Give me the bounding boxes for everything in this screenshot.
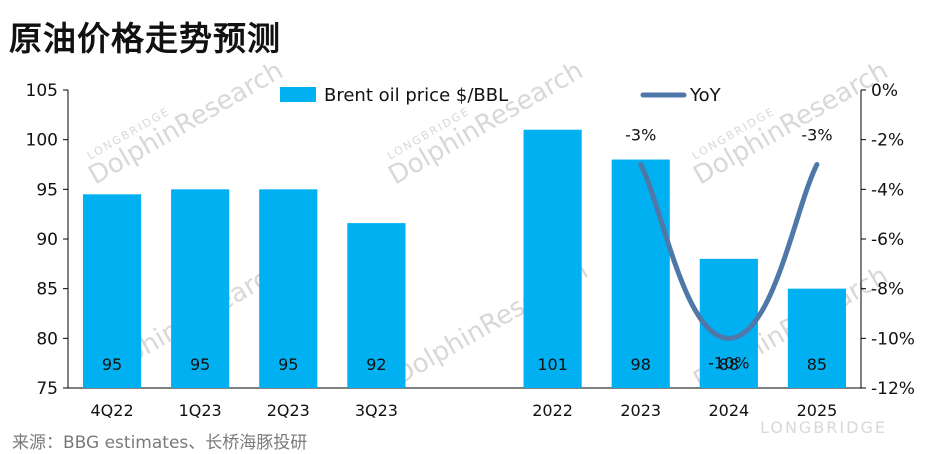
y-right-tick-label: -2% [871,131,904,151]
y-right-tick-label: -8% [871,280,904,300]
y-left-tick-label: 75 [36,379,58,399]
bar-1Q23 [171,189,230,388]
x-tick-label: 2023 [620,401,661,420]
legend-label-line: YoY [689,85,722,106]
bar-value-label: 95 [278,355,298,374]
y-right-tick-label: -6% [871,230,904,250]
labels-group: 95 95 95 92 101 98 88 85 -3% -10% -3% [102,126,833,375]
yoy-line-group [638,162,820,341]
y-left-tick-label: 85 [36,280,58,300]
x-tick-label: 1Q23 [179,401,222,420]
bar-2022 [523,129,582,388]
y-right-tick-label: -12% [871,379,915,399]
legend-swatch-bar [280,87,316,102]
x-tick-label: 2Q23 [267,401,310,420]
x-tick-label: 4Q22 [90,401,133,420]
yoy-value-label: -10% [708,353,749,372]
legend-group: Brent oil price $/BBL YoY [280,85,722,106]
x-tick-label: 3Q23 [355,401,398,420]
bar-2025 [787,288,847,388]
legend-label-bar: Brent oil price $/BBL [324,85,508,106]
source-note: 来源：BBG estimates、长桥海豚投研 [12,433,308,453]
bar-value-label: 95 [102,355,122,374]
watermark-text-1: DolphinResearch [84,56,289,192]
page-title: 原油价格走势预测 [9,19,281,58]
bar-2023 [611,159,670,388]
bar-value-label: 98 [631,355,651,374]
bar-2024 [699,258,758,388]
bar-value-label: 92 [366,355,386,374]
bar-3Q23 [347,223,406,388]
y-right-tick-label: -4% [871,180,904,200]
bar-value-label: 88 [719,355,739,374]
x-tick-label: 2022 [532,401,573,420]
bars-group [82,129,847,388]
y-right-tick-label: -10% [871,329,915,349]
yoy-value-label: -3% [625,126,656,145]
bar-value-label: 101 [537,355,568,374]
x-tick-label: 2024 [708,401,749,420]
x-tick-label: 2025 [797,401,838,420]
bar-value-label: 85 [807,355,827,374]
y-left-tick-label: 90 [36,230,58,250]
y-left-tick-label: 100 [26,131,58,151]
y-left-tick-label: 80 [36,329,58,349]
y-right-tick-label: 0% [871,81,898,101]
watermark-text-3: DolphinResearch [689,56,894,192]
bar-4Q22 [82,194,142,388]
y-left-tick-label: 105 [26,81,58,101]
bar-value-label: 95 [190,355,210,374]
axes-group: 105 100 95 90 85 80 75 0% -2% -4% -6% -8% -10% -12% 4Q… [26,81,915,420]
watermark-logo: LONGBRIDGE [760,418,887,437]
y-left-tick-label: 95 [36,180,58,200]
yoy-value-label: -3% [801,126,832,145]
bar-2Q23 [259,189,318,388]
